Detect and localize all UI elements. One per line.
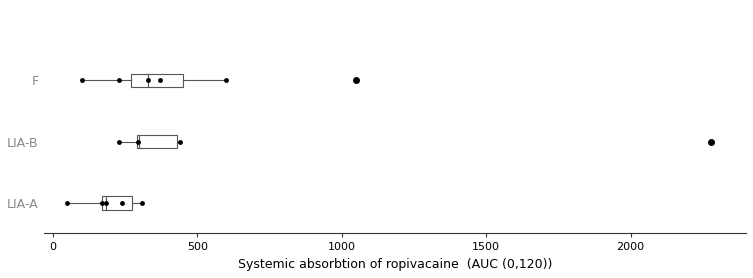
PathPatch shape [131,74,183,87]
PathPatch shape [136,135,177,148]
X-axis label: Systemic absorbtion of ropivacaine  (AUC (0,120)): Systemic absorbtion of ropivacaine (AUC … [238,258,552,271]
PathPatch shape [102,196,133,210]
